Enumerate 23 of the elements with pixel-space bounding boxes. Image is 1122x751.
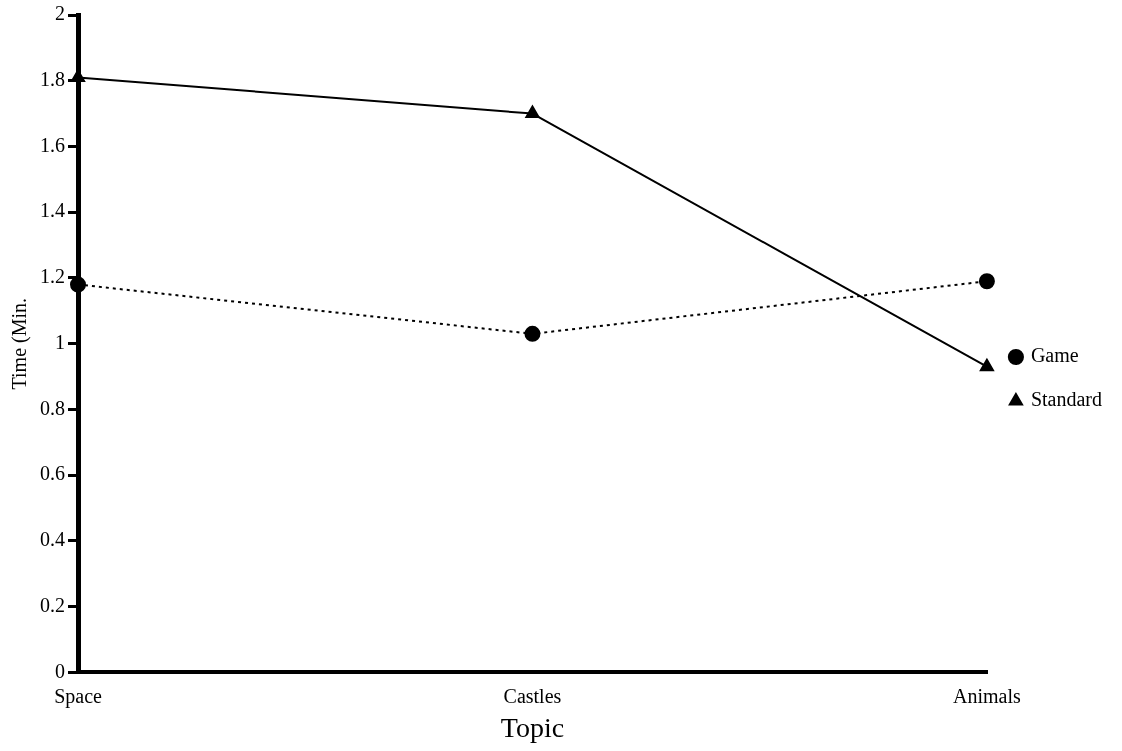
- y-tick-label: 1.4: [40, 199, 65, 222]
- legend-label: Game: [1030, 344, 1079, 367]
- y-tick-label: 0.8: [40, 396, 65, 419]
- y-tick-label: 0.2: [40, 593, 65, 616]
- legend-label: Standard: [1030, 388, 1102, 411]
- x-tick-label: Castles: [503, 684, 562, 707]
- y-tick-label: 1.8: [40, 67, 65, 90]
- y-axis-title: Time (Min.: [8, 297, 32, 390]
- y-tick-label: 0: [55, 659, 65, 682]
- y-tick-label: 1.2: [40, 265, 65, 288]
- point: [70, 276, 86, 293]
- point: [525, 105, 540, 119]
- y-tick-label: 0.6: [40, 462, 65, 485]
- y-tick-label: 1.6: [40, 133, 65, 156]
- x-tick-label: Animals: [953, 684, 1022, 707]
- x-tick-label: Space: [54, 684, 102, 708]
- point: [979, 358, 994, 372]
- y-tick-label: 0.4: [40, 528, 65, 551]
- y-tick-label: 1: [55, 330, 65, 353]
- y-tick-label: 2: [55, 2, 65, 25]
- x-axis-title: Topic: [500, 711, 565, 743]
- point: [524, 325, 541, 342]
- point: [978, 273, 995, 290]
